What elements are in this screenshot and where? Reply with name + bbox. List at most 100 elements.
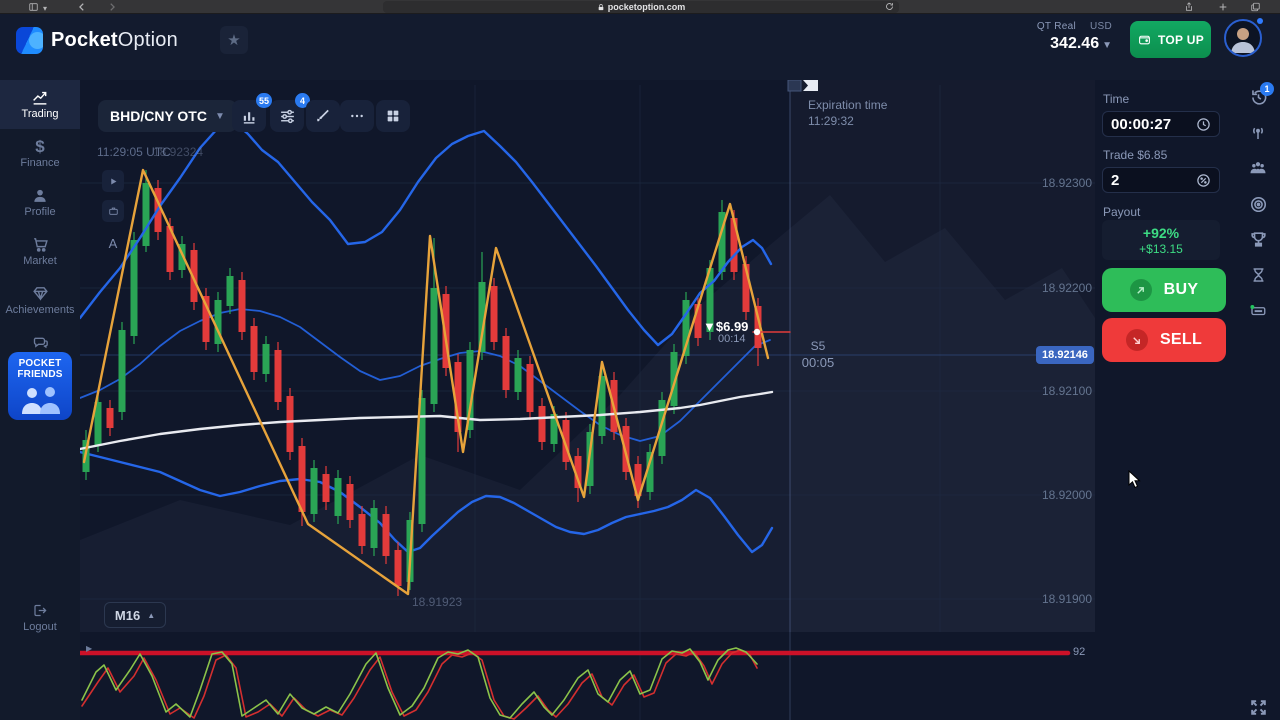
- price-axis-label: 18.92300: [1041, 176, 1092, 190]
- payout-percent: +92%: [1142, 225, 1180, 241]
- current-price-badge: 18.92146: [1036, 346, 1094, 364]
- logout-icon: [34, 604, 47, 617]
- reload-icon[interactable]: [885, 2, 894, 11]
- mountain-backdrop: [80, 195, 1095, 632]
- favorite-star-icon[interactable]: ★: [220, 26, 248, 54]
- lock-icon: [597, 3, 605, 12]
- playback-button[interactable]: [102, 170, 124, 192]
- trade-history-icon[interactable]: [1246, 85, 1270, 109]
- clock-icon[interactable]: [1196, 117, 1211, 132]
- price-axis-label: 18.92100: [1041, 384, 1092, 398]
- briefcase-icon: [108, 207, 118, 215]
- more-options-button[interactable]: [340, 100, 374, 132]
- dollar-icon: $: [35, 136, 45, 156]
- ellipsis-icon: [351, 114, 363, 118]
- mouse-cursor: [1128, 470, 1144, 490]
- sidebar-item-finance[interactable]: $ Finance: [20, 136, 60, 169]
- trade-amount-label: Trade $6.85: [1103, 148, 1168, 162]
- candle-countdown: 00:05: [801, 355, 835, 370]
- expiration-label: Expiration time: [808, 98, 888, 112]
- sliders-icon: [280, 109, 294, 123]
- sell-button[interactable]: SELL: [1102, 318, 1226, 362]
- history-badge: 1: [1260, 82, 1274, 96]
- timeframe-countdown-label: S5: [810, 339, 826, 353]
- signals-icon[interactable]: [1246, 121, 1270, 145]
- sidebar-toggle-icon[interactable]: [28, 2, 39, 12]
- balance-value[interactable]: 342.46 ▼: [1050, 35, 1112, 52]
- notification-dot: [1257, 18, 1263, 24]
- friends-illustration: [22, 387, 60, 414]
- oscillator-canvas[interactable]: [80, 632, 1095, 720]
- sidebar-item-market[interactable]: Market: [0, 227, 80, 276]
- url-text: pocketoption.com: [607, 2, 686, 12]
- timeframe-button[interactable]: M16 ▲: [104, 602, 166, 628]
- trade-amount-input[interactable]: 2: [1102, 167, 1220, 193]
- chevron-down-icon[interactable]: ▾: [43, 4, 48, 13]
- back-icon[interactable]: [77, 2, 87, 12]
- asset-selector[interactable]: BHD/CNY OTC ▼: [98, 100, 237, 132]
- percent-icon[interactable]: [1196, 173, 1211, 188]
- price-axis-label: 18.92200: [1041, 281, 1092, 295]
- address-bar[interactable]: pocketoption.com: [383, 1, 899, 13]
- social-trading-icon[interactable]: [1246, 156, 1270, 180]
- play-icon: [110, 178, 116, 184]
- indicators-badge: 55: [255, 93, 272, 108]
- oscillator-play-icon[interactable]: ▶: [86, 644, 93, 653]
- brand-title: PocketOption: [51, 29, 178, 51]
- share-icon[interactable]: [1184, 2, 1194, 12]
- sidebar-item-trading[interactable]: Trading: [0, 80, 80, 129]
- top-up-button[interactable]: TOP UP: [1130, 21, 1211, 58]
- price-axis-label: 18.91900: [1041, 592, 1092, 606]
- zigzag-high-label: 18.92324: [153, 145, 204, 159]
- caret-up-icon: ▲: [147, 610, 156, 620]
- text-tool-button[interactable]: A: [102, 232, 124, 254]
- brush-icon: [317, 109, 329, 122]
- price-chart-canvas[interactable]: [80, 80, 1095, 632]
- zigzag-low-label: 18.91923: [412, 595, 463, 609]
- time-label: Time: [1103, 92, 1130, 106]
- caret-down-icon: ▼: [214, 110, 225, 122]
- layout-grid-button[interactable]: [376, 100, 410, 132]
- payout-amount: +$13.15: [1139, 242, 1183, 256]
- achievements-trophy-icon[interactable]: [1246, 227, 1270, 251]
- arrow-up-right-icon: [1129, 279, 1152, 301]
- new-tab-icon[interactable]: [1218, 2, 1228, 12]
- settings-sliders-button[interactable]: 4: [270, 93, 310, 132]
- expiration-time-input[interactable]: 00:00:27: [1102, 111, 1220, 137]
- avatar[interactable]: [1224, 19, 1262, 57]
- balance-block[interactable]: QT Real USD 342.46 ▼: [1020, 21, 1112, 53]
- pocketoption-logo-icon[interactable]: [16, 27, 43, 54]
- oscillator-level-label: 92: [1073, 646, 1086, 658]
- payout-label: Payout: [1103, 205, 1141, 219]
- wallet-icon: [1137, 33, 1152, 46]
- sidebar-item-profile[interactable]: Profile: [0, 178, 80, 227]
- forward-icon[interactable]: [107, 2, 117, 12]
- tabs-overview-icon[interactable]: [1250, 2, 1261, 12]
- indicators-icon: [243, 111, 254, 124]
- chart-clock: 11:29:05 UTC: [97, 145, 171, 159]
- balance-caret-icon: ▼: [1102, 40, 1112, 51]
- pocket-friends-banner[interactable]: POCKET FRIENDS: [8, 352, 72, 420]
- portfolio-button[interactable]: [102, 200, 124, 222]
- pending-trades-hourglass-icon[interactable]: [1246, 263, 1270, 287]
- expiration-time: 11:29:32: [808, 114, 854, 128]
- app-header: PocketOption ★ QT Real USD 342.46 ▼ TOP UP: [0, 14, 1280, 80]
- arrow-down-right-icon: [1125, 329, 1148, 351]
- payout-box: +92% +$13.15: [1102, 220, 1220, 260]
- browser-toolbar: ▾ pocketoption.com: [0, 0, 1280, 14]
- promo-banner-icon[interactable]: [1246, 298, 1270, 322]
- trade-countdown: 00:14: [718, 333, 746, 345]
- buy-button[interactable]: BUY: [1102, 268, 1226, 312]
- indicators-button[interactable]: 55: [232, 93, 272, 132]
- tournaments-target-icon[interactable]: [1246, 192, 1270, 216]
- sidebar-item-achievements[interactable]: Achievements: [0, 276, 80, 325]
- logout-button[interactable]: Logout: [0, 603, 80, 639]
- letter-a-tool: A: [108, 235, 118, 251]
- grid-icon: [387, 110, 399, 122]
- drawing-tools-button[interactable]: [306, 100, 340, 132]
- price-axis-label: 18.92000: [1041, 488, 1092, 502]
- trade-amount-marker: ▼$6.99: [703, 319, 749, 334]
- fullscreen-icon[interactable]: [1246, 695, 1270, 719]
- expiration-flag-icon: [787, 80, 818, 92]
